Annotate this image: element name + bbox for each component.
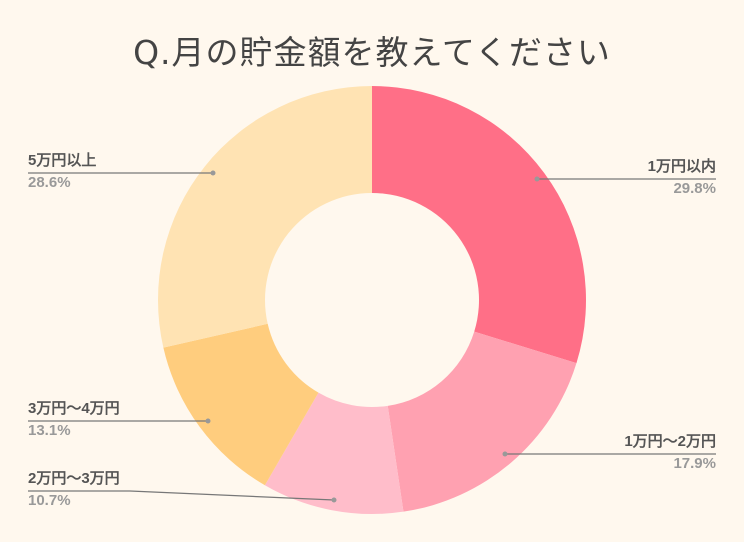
slice-label-2man-3man: 2万円～3万円 10.7% xyxy=(28,470,120,510)
slice-label-percent: 29.8% xyxy=(673,180,716,197)
leader-dot-slice-1 xyxy=(502,451,508,457)
slice-label-3man-4man: 3万円～4万円 13.1% xyxy=(28,400,120,440)
slice-label-1man-2man: 1万円～2万円 17.9% xyxy=(624,433,716,473)
slice-label-name: 2万円～3万円 xyxy=(28,470,120,487)
slice-label-percent: 13.1% xyxy=(28,422,71,439)
slice-label-percent: 28.6% xyxy=(28,174,71,191)
donut-slice-0 xyxy=(372,86,586,364)
leader-dot-slice-2 xyxy=(331,497,337,503)
leader-lines xyxy=(28,170,716,503)
leader-dot-slice-3 xyxy=(205,418,211,424)
slice-label-1man-ika: 1万円以内 29.8% xyxy=(648,158,716,198)
leader-dot-slice-4 xyxy=(210,170,216,176)
leader-dot-slice-0 xyxy=(534,176,540,182)
slice-label-name: 1万円～2万円 xyxy=(624,433,716,450)
slice-label-5man-ijo: 5万円以上 28.6% xyxy=(28,152,96,192)
donut-slice-1 xyxy=(387,331,577,512)
slice-label-name: 1万円以内 xyxy=(647,158,716,175)
slice-label-percent: 10.7% xyxy=(28,492,71,509)
leader-line-slice-2 xyxy=(28,490,335,501)
chart-title: Q.月の貯金額を教えてください xyxy=(133,33,611,72)
donut-slice-2 xyxy=(264,392,404,514)
slice-label-name: 3万円～4万円 xyxy=(28,400,120,417)
slice-label-percent: 17.9% xyxy=(673,455,716,472)
donut-slice-4 xyxy=(158,86,372,348)
donut-slice-3 xyxy=(163,323,319,486)
donut-slices xyxy=(158,86,586,514)
slice-label-name: 5万円以上 xyxy=(28,152,97,169)
